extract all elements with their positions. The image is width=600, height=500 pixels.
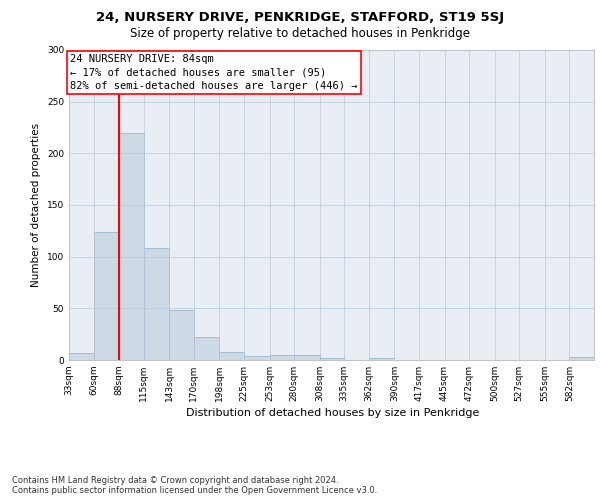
Bar — [69, 353, 94, 360]
Text: Size of property relative to detached houses in Penkridge: Size of property relative to detached ho… — [130, 28, 470, 40]
Y-axis label: Number of detached properties: Number of detached properties — [31, 123, 41, 287]
Text: Distribution of detached houses by size in Penkridge: Distribution of detached houses by size … — [187, 408, 479, 418]
Bar — [194, 338, 220, 360]
Bar — [369, 358, 394, 360]
Bar — [119, 132, 144, 360]
Bar — [569, 357, 594, 360]
Bar — [94, 232, 119, 360]
Bar — [269, 355, 294, 360]
Bar — [220, 352, 244, 360]
Text: 24 NURSERY DRIVE: 84sqm
← 17% of detached houses are smaller (95)
82% of semi-de: 24 NURSERY DRIVE: 84sqm ← 17% of detache… — [70, 54, 358, 90]
Bar — [144, 248, 169, 360]
Text: Contains HM Land Registry data © Crown copyright and database right 2024.
Contai: Contains HM Land Registry data © Crown c… — [12, 476, 377, 495]
Bar — [244, 356, 269, 360]
Bar — [294, 355, 320, 360]
Bar — [320, 358, 344, 360]
Bar — [169, 310, 194, 360]
Text: 24, NURSERY DRIVE, PENKRIDGE, STAFFORD, ST19 5SJ: 24, NURSERY DRIVE, PENKRIDGE, STAFFORD, … — [96, 12, 504, 24]
